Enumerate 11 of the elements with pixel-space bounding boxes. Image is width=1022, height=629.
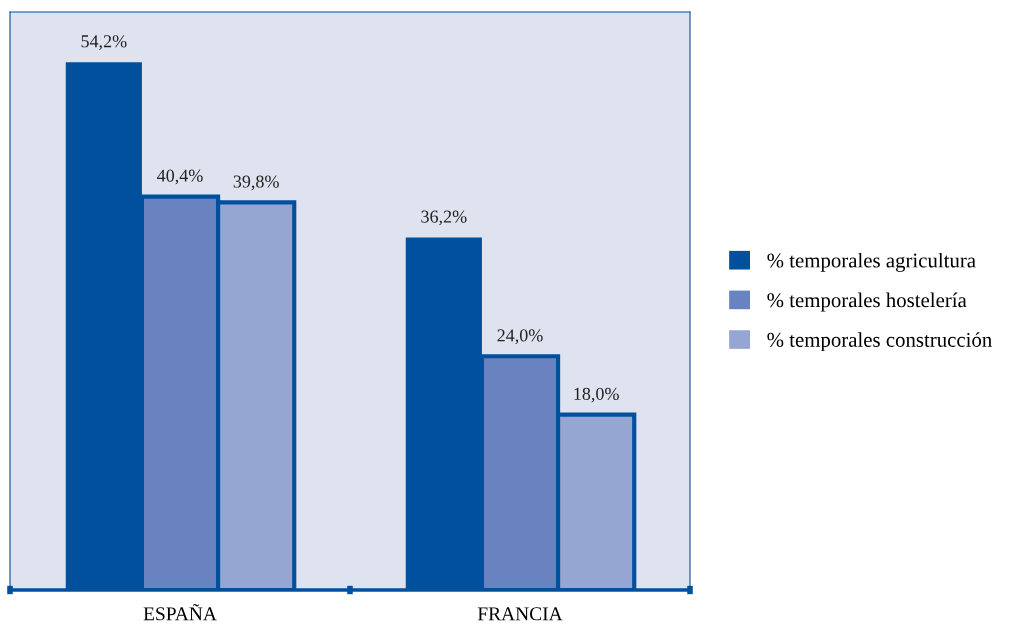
- data-label: 36,2%: [421, 210, 467, 226]
- data-label: 18,0%: [574, 387, 619, 403]
- data-label: 40,4%: [157, 169, 203, 185]
- legend-label: % temporales hostelería: [767, 292, 967, 312]
- data-label: 54,2%: [81, 35, 127, 50]
- legend-label: % temporales construcción: [767, 332, 992, 352]
- data-label: 24,0%: [497, 329, 543, 345]
- x-tick-label: ESPAÑA: [143, 603, 217, 621]
- x-tick-label: FRANCIA: [477, 607, 563, 621]
- legend-label: % temporales agricultura: [767, 252, 976, 272]
- data-label: 39,8%: [233, 175, 279, 191]
